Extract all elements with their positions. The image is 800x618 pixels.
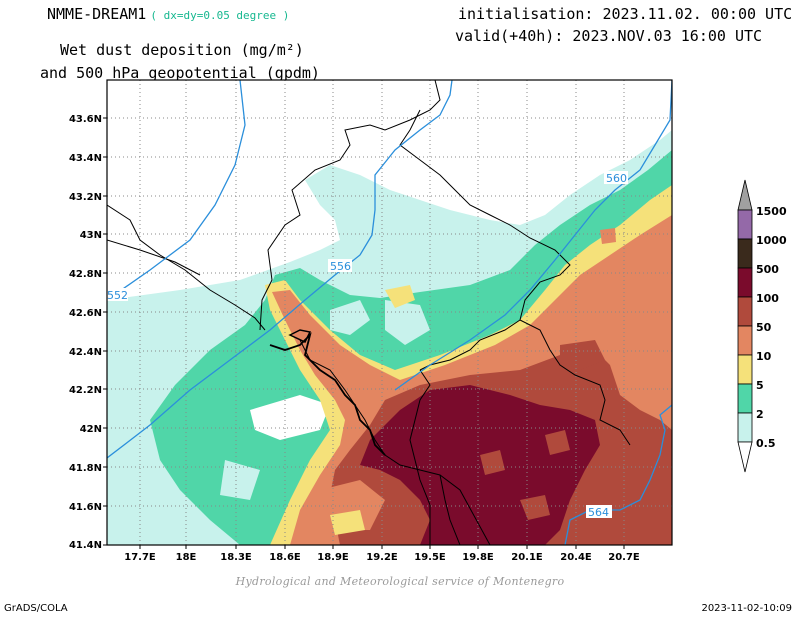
- country-borders: [107, 80, 631, 545]
- legend-label: 10: [756, 350, 772, 363]
- legend-swatch-10: [737, 325, 753, 356]
- lat-label: 43.2N: [69, 192, 102, 203]
- contour-560: [394, 80, 672, 391]
- contour-label-group: 552 556 560 564: [106, 171, 628, 519]
- valid-time: valid(+40h): 2023.NOV.03 16:00 UTC: [455, 27, 763, 45]
- legend-swatch-0.5: [737, 412, 753, 443]
- legend-label: 5: [756, 379, 764, 392]
- legend-swatch-2: [737, 383, 753, 414]
- model-name-text: NMME-DREAM1: [47, 5, 147, 23]
- legend-label: 50: [756, 321, 772, 334]
- legend-label: 1500: [756, 205, 787, 218]
- grid-lines: [107, 80, 672, 545]
- contour-label-560: 560: [606, 172, 627, 185]
- lat-label: 41.8N: [69, 463, 102, 474]
- longitude-axis: 17.7E 18E 18.3E 18.6E 18.9E 19.2E 19.5E …: [124, 552, 640, 563]
- lon-label: 18.3E: [220, 552, 252, 563]
- footer-software: GrADS/COLA: [4, 603, 68, 614]
- lon-label: 20.4E: [560, 552, 592, 563]
- lon-label: 20.1E: [511, 552, 543, 563]
- lon-label: 18E: [176, 552, 197, 563]
- contour-552: [107, 80, 246, 301]
- legend-colorbar: 1500 1000 500 100 50 10 5 2 0.5: [737, 179, 787, 473]
- lon-label: 19.5E: [414, 552, 446, 563]
- map-title-line2: and 500 hPa geopotential (gpdm): [40, 64, 320, 82]
- footer-timestamp: 2023-11-02-10:09: [701, 603, 792, 614]
- lon-label: 19.8E: [462, 552, 494, 563]
- legend-label: 2: [756, 408, 764, 421]
- map-title-line1: Wet dust deposition (mg/m²): [60, 41, 304, 59]
- lat-label: 43.6N: [69, 114, 102, 125]
- legend-swatch-500: [737, 238, 753, 269]
- model-resolution: ( dx=dy=0.05 degree ): [150, 9, 290, 22]
- legend-swatch-1000: [737, 209, 753, 240]
- contour-label-556: 556: [330, 260, 351, 273]
- legend-label: 500: [756, 263, 779, 276]
- lon-label: 20.7E: [608, 552, 640, 563]
- legend-label: 100: [756, 292, 779, 305]
- credit-line: Hydrological and Meteorological service …: [235, 575, 565, 588]
- contour-label-552: 552: [107, 289, 128, 302]
- lat-label: 43.4N: [69, 153, 102, 164]
- contour-label-564: 564: [588, 506, 609, 519]
- legend-swatch-100: [737, 267, 753, 298]
- lat-label: 41.4N: [69, 540, 102, 551]
- lon-label: 19.2E: [366, 552, 398, 563]
- lon-label: 18.6E: [269, 552, 301, 563]
- legend-label: 0.5: [756, 437, 776, 450]
- axis-ticks: [103, 117, 625, 549]
- geopotential-contours: [107, 80, 672, 545]
- contour-564: [564, 404, 672, 545]
- lon-label: 18.9E: [317, 552, 349, 563]
- legend-swatch-below: [737, 441, 753, 473]
- model-name: NMME-DREAM1( dx=dy=0.05 degree ): [47, 5, 289, 23]
- contour-556: [107, 80, 453, 459]
- latitude-axis: 43.6N 43.4N 43.2N 43N 42.8N 42.6N 42.4N …: [69, 114, 102, 551]
- lon-label: 17.7E: [124, 552, 156, 563]
- lat-label: 41.6N: [69, 502, 102, 513]
- legend-label: 1000: [756, 234, 787, 247]
- lat-label: 42.8N: [69, 269, 102, 280]
- lat-label: 42N: [80, 424, 102, 435]
- lat-label: 42.4N: [69, 347, 102, 358]
- legend-swatch-5: [737, 354, 753, 385]
- lat-label: 43N: [80, 230, 102, 241]
- initialisation-time: initialisation: 2023.11.02. 00:00 UTC: [458, 5, 793, 23]
- lat-label: 42.6N: [69, 308, 102, 319]
- legend-swatch-1500: [737, 179, 753, 211]
- legend-swatch-50: [737, 296, 753, 327]
- lat-label: 42.2N: [69, 385, 102, 396]
